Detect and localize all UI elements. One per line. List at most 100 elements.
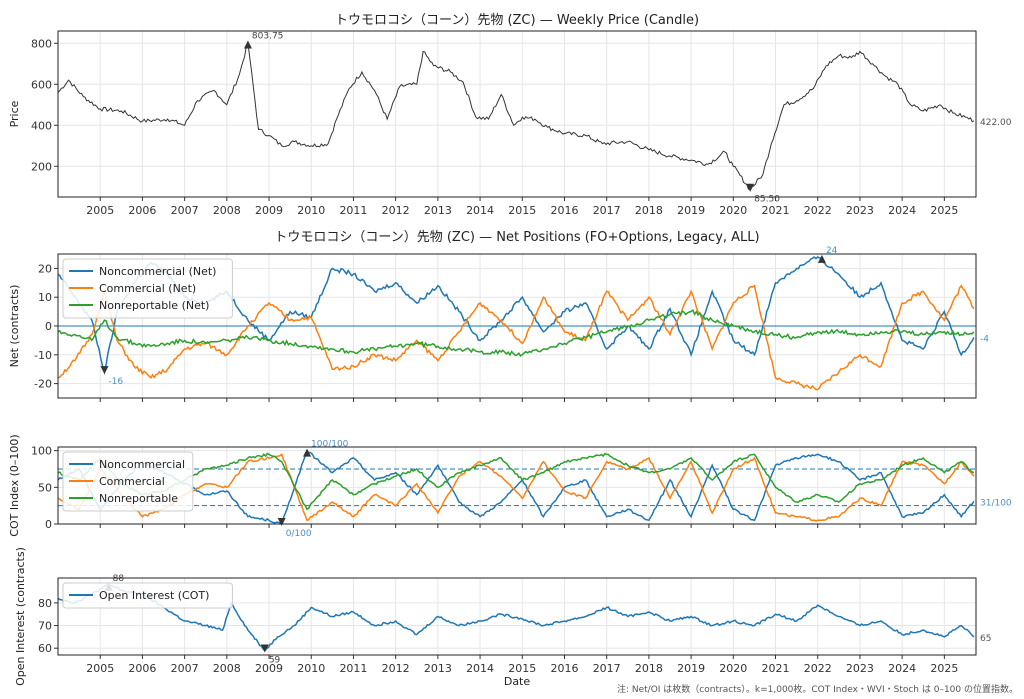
legend: Open Interest (COT) <box>62 582 233 609</box>
y-tick-label: 0 <box>45 320 52 333</box>
x-tick-label: 2020 <box>719 662 747 675</box>
y-tick-label: -10 <box>34 349 52 362</box>
panel-title: トウモロコシ（コーン）先物 (ZC) — Net Positions (FO+O… <box>274 230 759 245</box>
x-tick-label: 2024 <box>888 204 916 217</box>
max-marker <box>243 40 252 49</box>
y-axis-label: Price <box>8 100 21 127</box>
min-marker <box>746 183 755 192</box>
x-tick-label: 2024 <box>888 662 916 675</box>
y-tick-label: 600 <box>31 78 52 91</box>
y-tick-label: 100 <box>31 445 52 458</box>
x-tick-label: 2009 <box>255 204 283 217</box>
max-value-label: 100/100 <box>311 440 349 450</box>
legend-label: Noncommercial <box>99 458 185 471</box>
x-tick-label: 2009 <box>255 662 283 675</box>
x-tick-label: 2022 <box>804 662 832 675</box>
x-tick-label: 2011 <box>339 662 367 675</box>
series-line-commercial <box>58 453 975 522</box>
last-value-label: 65 <box>980 634 991 644</box>
series-line-open-interest-cot <box>58 584 975 652</box>
legend-box <box>62 451 194 512</box>
x-tick-label: 2023 <box>846 204 874 217</box>
x-tick-label: 2025 <box>930 204 958 217</box>
legend-label: Noncommercial (Net) <box>99 265 216 278</box>
series-line-nonreportable <box>58 452 975 511</box>
last-value-label: -4 <box>980 335 989 345</box>
legend-box <box>62 258 233 319</box>
x-tick-label: 2018 <box>635 662 663 675</box>
y-tick-label: 80 <box>38 597 52 610</box>
x-tick-label: 2012 <box>382 662 410 675</box>
x-tick-label: 2016 <box>550 662 578 675</box>
x-tick-label: 2005 <box>86 662 114 675</box>
panel-3: 0 50 100 100/100 0/100 31/100 COT Index (0–100… <box>8 434 1012 539</box>
y-tick-label: 0 <box>45 518 52 531</box>
x-tick-label: 2013 <box>424 662 452 675</box>
x-tick-label: 2006 <box>128 204 156 217</box>
y-tick-label: 20 <box>38 262 52 275</box>
legend: Noncommercial (Net) Commercial (Net) Nonre… <box>62 258 233 319</box>
plot-frame <box>57 446 977 525</box>
series-line-noncommercial <box>58 449 975 524</box>
footnote: 注: Net/OI は枚数（contracts）。k=1,000枚。COT In… <box>616 685 1018 695</box>
legend-label: Open Interest (COT) <box>99 589 209 602</box>
x-tick-label: 2016 <box>550 204 578 217</box>
x-tick-label: 2025 <box>930 662 958 675</box>
x-tick-label: 2014 <box>466 662 494 675</box>
y-tick-label: 200 <box>31 160 52 173</box>
x-tick-label: 2006 <box>128 662 156 675</box>
y-tick-label: 60 <box>38 642 52 655</box>
min-value-label: -16 <box>108 377 123 387</box>
y-tick-label: 10 <box>38 291 52 304</box>
series-line-price <box>58 42 975 191</box>
plot-frame <box>57 577 977 656</box>
x-tick-label: 2018 <box>635 204 663 217</box>
x-tick-label: 2008 <box>213 204 241 217</box>
y-axis-label: Open Interest (contracts) <box>14 547 27 686</box>
last-value-label: 31/100 <box>980 498 1012 508</box>
y-tick-label: 70 <box>38 620 52 633</box>
min-value-label: 59 <box>269 655 281 665</box>
x-tick-label: 2005 <box>86 204 114 217</box>
max-marker <box>303 448 312 457</box>
series-line-commercial-net <box>58 284 975 391</box>
x-tick-label: 2019 <box>677 204 705 217</box>
min-marker <box>277 518 286 526</box>
y-axis-label: Net (contracts) <box>8 285 21 368</box>
panel-title: トウモロコシ（コーン）先物 (ZC) — Weekly Price (Candl… <box>335 13 699 28</box>
max-value-label: 803.75 <box>252 32 284 42</box>
legend-label: Commercial <box>99 475 165 488</box>
x-tick-label: 2014 <box>466 204 494 217</box>
legend-label: Commercial (Net) <box>99 282 196 295</box>
series-line-nonreportable-net <box>58 309 975 357</box>
min-value-label: 0/100 <box>286 529 312 539</box>
legend-box <box>62 582 233 609</box>
plot-frame <box>57 253 977 399</box>
max-value-label: 24 <box>826 246 838 256</box>
x-axis-label: Date <box>504 675 531 688</box>
max-marker <box>817 254 826 263</box>
y-axis-label: COT Index (0–100) <box>8 434 21 536</box>
legend: Noncommercial Commercial Nonreportable <box>62 451 194 512</box>
y-tick-label: 400 <box>31 119 52 132</box>
x-tick-label: 2017 <box>593 204 621 217</box>
y-tick-label: 800 <box>31 37 52 50</box>
plot-frame <box>57 30 977 198</box>
min-marker <box>260 644 269 653</box>
y-tick-label: -20 <box>34 378 52 391</box>
panel-1: 200 400 600 800 2005 2006 2007 2008 2009 2010 2011… <box>8 13 1012 217</box>
panel-4: 60 70 80 2005 2006 2007 2008 2009 2010 2011 2012 20… <box>14 547 991 688</box>
x-tick-label: 2022 <box>804 204 832 217</box>
x-tick-label: 2013 <box>424 204 452 217</box>
x-tick-label: 2011 <box>339 204 367 217</box>
legend-label: Nonreportable (Net) <box>99 299 209 312</box>
min-marker <box>100 366 109 375</box>
x-tick-label: 2007 <box>171 204 199 217</box>
x-tick-label: 2017 <box>593 662 621 675</box>
x-tick-label: 2010 <box>297 204 325 217</box>
panel-2: -20 -10 0 10 20 24 -16 -4 トウモロコシ（コーン）先物 (ZC) — N… <box>8 230 989 402</box>
min-value-label: 85.50 <box>754 195 780 205</box>
x-tick-label: 2015 <box>508 662 536 675</box>
last-value-label: 422.00 <box>980 118 1012 128</box>
